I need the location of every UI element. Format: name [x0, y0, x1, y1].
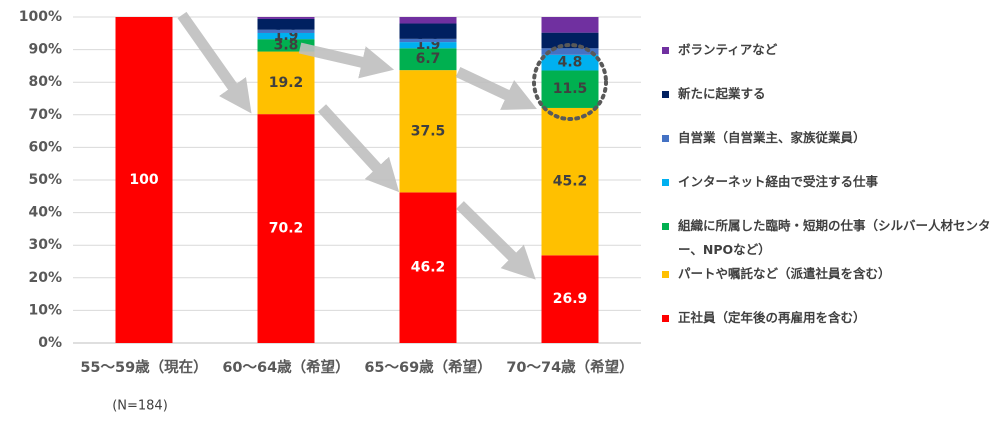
legend-swatch — [662, 223, 669, 230]
legend-swatch — [662, 91, 669, 98]
y-tick-label: 40% — [28, 205, 62, 221]
x-tick-label: 55～59歳（現在） — [80, 358, 207, 376]
bar-segment — [257, 32, 315, 40]
legend: ボランティアなど 新たに起業する自営業（自営業主、家族従業員） インターネット経由で… — [662, 38, 994, 350]
y-tick-label: 20% — [28, 270, 62, 286]
bar-segment — [399, 42, 457, 49]
arrow — [456, 201, 536, 280]
y-tick-label: 10% — [28, 302, 62, 318]
bar-segment — [257, 17, 315, 19]
bar-segment — [399, 48, 457, 71]
y-tick-label: 0% — [38, 335, 62, 351]
legend-swatch — [662, 315, 669, 322]
bar-segment — [115, 17, 173, 343]
legend-item: パートや嘱託など（派遣社員を含む） — [662, 262, 994, 286]
bar-segment — [257, 114, 315, 343]
data-label: 37.5 — [411, 123, 446, 139]
legend-item: 組織に所属した臨時・短期の仕事（シルバー人材センター、NPOなど） — [662, 214, 994, 262]
y-tick-label: 90% — [28, 42, 62, 58]
bar-segment — [541, 54, 599, 71]
data-label: 26.9 — [553, 291, 588, 307]
arrow — [455, 67, 537, 110]
data-label: 3.8 — [274, 37, 299, 53]
bar-segment — [541, 32, 599, 49]
x-tick-label: 65～69歳（希望） — [364, 358, 491, 376]
arrow — [298, 42, 395, 79]
data-label: 70.2 — [269, 221, 304, 237]
bar-segment — [399, 70, 457, 193]
y-tick-label: 100% — [19, 9, 62, 25]
bar-segment — [257, 18, 315, 30]
bar-segment — [541, 107, 599, 256]
x-tick-label: 70～74歳（希望） — [506, 358, 633, 376]
data-label: 46.2 — [411, 260, 446, 276]
bar-segment — [541, 255, 599, 343]
arrow — [317, 104, 400, 193]
bar-segment — [399, 23, 457, 39]
y-tick-label: 50% — [28, 172, 62, 188]
bar-segment — [541, 48, 599, 55]
legend-swatch — [662, 179, 669, 186]
bar-segment — [399, 17, 457, 24]
highlight-circle — [532, 43, 608, 121]
annotation: (N=184) — [112, 399, 168, 414]
bar-segment — [399, 192, 457, 343]
data-label: 45.2 — [553, 174, 588, 190]
bar-segment — [541, 17, 599, 33]
legend-item: ボランティアなど — [662, 38, 994, 62]
x-tick-label: 60～64歳（希望） — [222, 358, 349, 376]
bar-segment — [399, 38, 457, 43]
data-label: 4.8 — [558, 55, 583, 71]
data-label: 6.7 — [416, 51, 441, 67]
legend-item: インターネット経由で受注する仕事 — [662, 170, 994, 194]
legend-item: 新たに起業する — [662, 82, 994, 106]
legend-label: 組織に所属した臨時・短期の仕事（シルバー人材センター、NPOなど） — [678, 218, 991, 257]
legend-label: ボランティアなど — [678, 42, 778, 57]
legend-swatch — [662, 271, 669, 278]
data-label: 100 — [129, 172, 158, 188]
legend-label: 自営業（自営業主、家族従業員） — [678, 130, 866, 145]
legend-label: 新たに起業する — [678, 86, 766, 101]
legend-item: 自営業（自営業主、家族従業員） — [662, 126, 994, 150]
bar-segment — [257, 51, 315, 115]
bar-segment — [257, 29, 315, 33]
y-tick-label: 80% — [28, 74, 62, 90]
arrows — [177, 11, 537, 280]
y-tick-label: 60% — [28, 139, 62, 155]
bar-segment — [541, 70, 599, 108]
legend-label: インターネット経由で受注する仕事 — [678, 174, 879, 189]
data-label: 19.2 — [269, 75, 304, 91]
y-tick-label: 30% — [28, 237, 62, 253]
legend-swatch — [662, 47, 669, 54]
legend-swatch — [662, 135, 669, 142]
bars: 55～59歳（現在）10060～64歳（希望）70.219.23.81.965～… — [80, 17, 634, 376]
data-label: 11.5 — [553, 81, 588, 97]
legend-item: 正社員（定年後の再雇用を含む） — [662, 306, 994, 330]
y-tick-label: 70% — [28, 107, 62, 123]
legend-label: 正社員（定年後の再雇用を含む） — [678, 310, 866, 325]
legend-label: パートや嘱託など（派遣社員を含む） — [678, 266, 891, 281]
arrow — [177, 11, 252, 114]
